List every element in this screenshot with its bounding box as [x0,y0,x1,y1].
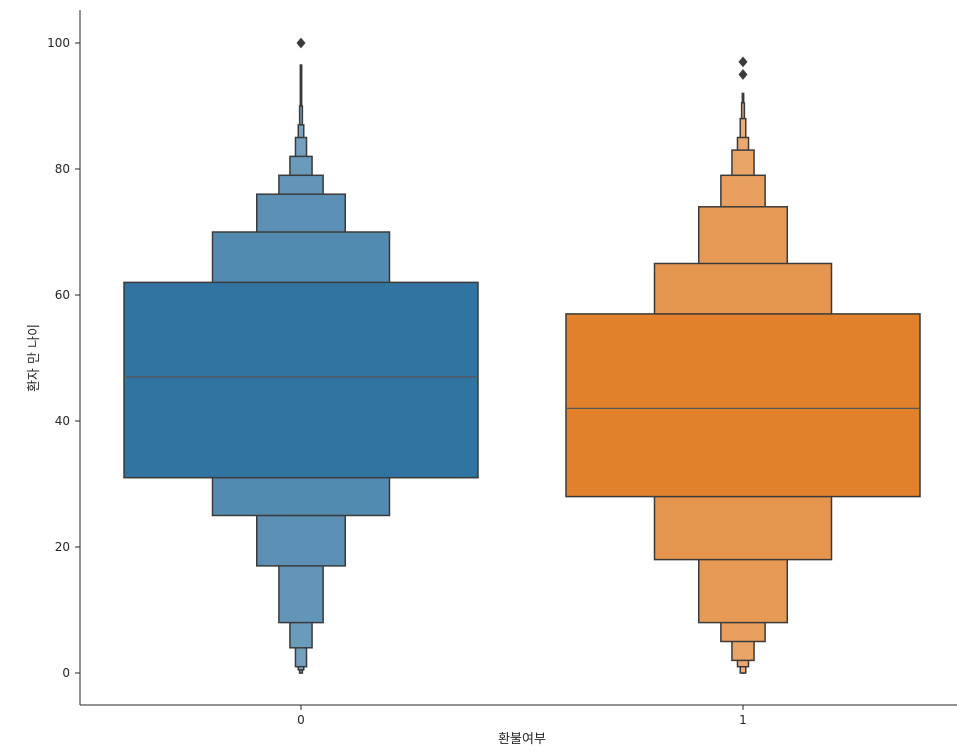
y-ticks: 0 20 40 60 80 100 [47,36,80,680]
outlier-point [738,56,748,68]
y-tick-label: 60 [55,288,70,302]
y-tick-label: 0 [62,666,70,680]
y-tick-label: 20 [55,540,70,554]
outlier-point [296,37,306,49]
y-tick-label: 80 [55,162,70,176]
y-axis-title: 환자 만 나이 [27,324,42,392]
axes [79,10,957,706]
y-tick-label: 100 [47,36,70,50]
boxen-plot-area [123,37,921,674]
letter-value-box [565,313,921,498]
outlier-point [738,69,748,80]
letter-value-box [123,281,479,479]
x-tick-label: 0 [297,713,305,727]
boxen-group-0 [123,37,479,674]
x-tick-label: 1 [739,713,747,727]
x-axis-title: 환불여부 [498,732,546,747]
boxen-group-1 [565,56,921,674]
y-tick-label: 40 [55,414,70,428]
